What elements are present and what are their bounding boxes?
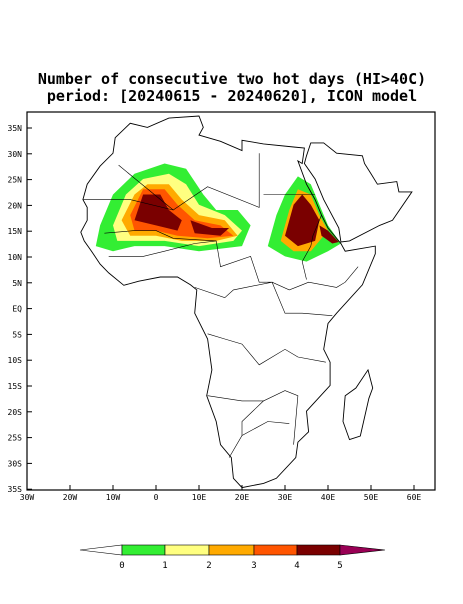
x-tick-label: 0: [154, 493, 159, 502]
border: [82, 199, 174, 211]
axes: 30W 20W 10W 0 10E 20E 30E 40E 50E 60E 35N 30N 25N 20N…: [8, 124, 422, 502]
y-tick-label: 10S: [8, 356, 23, 365]
hot-region: [319, 225, 339, 244]
colorbar-box: [121, 544, 166, 556]
y-tick-label: 10N: [8, 253, 23, 262]
colorbar-box: [164, 544, 210, 556]
border: [301, 214, 322, 280]
y-tick-label: 15S: [8, 382, 23, 391]
y-tick-label: 25N: [8, 176, 23, 185]
y-tick-label: 30N: [8, 150, 23, 159]
colorbar-box: [253, 544, 298, 556]
title-line-1: Number of consecutive two hot days (HI>4…: [38, 70, 426, 88]
title-line-2: period: [20240615 - 20240620], ICON mode…: [47, 87, 417, 105]
y-tick-label: 15N: [8, 227, 23, 236]
y-tick-label: 20N: [8, 201, 23, 210]
y-tick-label: 25S: [8, 434, 23, 443]
colorbar-box: [296, 544, 341, 556]
y-tick-label: 5S: [12, 330, 22, 339]
colorbar: 0 1 2 3 4 5: [79, 544, 386, 571]
colorbar-label: 0: [119, 561, 124, 571]
hot-region: [285, 194, 320, 247]
y-tick-label: 30S: [8, 459, 23, 468]
colorbar-label: 2: [206, 561, 211, 571]
border: [194, 281, 333, 316]
colorbar-label: 5: [337, 561, 342, 571]
border: [108, 240, 217, 257]
x-tick-label: 10E: [192, 493, 207, 502]
colorbar-label: 4: [294, 561, 299, 571]
y-tick-label: 35N: [8, 124, 23, 133]
colorbar-box: [208, 544, 255, 556]
border: [241, 421, 290, 436]
border: [207, 333, 326, 366]
coastline: [80, 115, 376, 489]
x-tick-label: 30E: [278, 493, 293, 502]
colorbar-label: 3: [251, 561, 256, 571]
map-frame: [26, 111, 436, 491]
coastline: [342, 368, 374, 441]
border: [207, 390, 299, 445]
x-tick-label: 60E: [407, 493, 422, 502]
border: [118, 153, 260, 211]
x-tick-label: 20E: [235, 493, 250, 502]
border: [104, 230, 359, 291]
colorbar-arrow: [79, 544, 123, 556]
x-tick-label: 20W: [63, 493, 78, 502]
y-tick-label: 20S: [8, 408, 23, 417]
x-tick-label: 30W: [20, 493, 35, 502]
x-tick-label: 10W: [106, 493, 121, 502]
coastline: [303, 142, 413, 243]
border: [228, 400, 264, 458]
map-area: [80, 115, 413, 489]
y-tick-label: 5N: [12, 279, 22, 288]
hot-region: [190, 220, 230, 236]
x-tick-label: 50E: [364, 493, 379, 502]
colorbar-arrow: [339, 544, 386, 556]
x-tick-label: 40E: [321, 493, 336, 502]
colorbar-label: 1: [162, 561, 167, 571]
y-tick-label: 35S: [8, 485, 23, 494]
y-tick-label: EQ: [12, 305, 22, 314]
